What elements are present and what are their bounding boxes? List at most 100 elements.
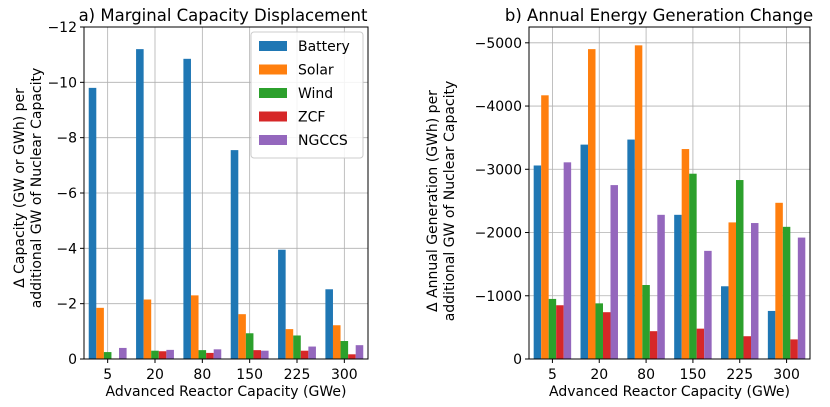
legend: Battery Solar Wind ZCF NGCCS bbox=[250, 31, 364, 159]
x-tick-label: 300 bbox=[331, 367, 358, 383]
x-axis-label: Advanced Reactor Capacity (GWe) bbox=[106, 384, 347, 400]
bar-wind-150 bbox=[689, 173, 697, 359]
x-tick-label: 225 bbox=[726, 367, 753, 383]
bar-solar-80 bbox=[190, 295, 199, 359]
bar-ngccs-20 bbox=[166, 349, 174, 359]
y-tick-label: −3000 bbox=[475, 162, 522, 178]
bar-solar-300 bbox=[775, 202, 783, 359]
bar-solar-20 bbox=[143, 299, 152, 359]
y-tick-label: −2 bbox=[56, 297, 77, 313]
bar-ngccs-5 bbox=[563, 162, 572, 359]
bar-wind-225 bbox=[293, 335, 301, 359]
bar-zcf-300 bbox=[348, 354, 356, 359]
bar-battery-20 bbox=[136, 49, 144, 359]
bar-ngccs-150 bbox=[704, 250, 712, 359]
bar-battery-20 bbox=[580, 144, 589, 359]
bar-battery-150 bbox=[230, 150, 239, 359]
legend-label-wind: Wind bbox=[298, 86, 333, 102]
x-tick-label: 20 bbox=[146, 367, 164, 383]
bar-wind-80 bbox=[642, 285, 650, 359]
bar-ngccs-80 bbox=[657, 214, 665, 359]
bar-solar-225 bbox=[728, 222, 736, 359]
legend-swatch-battery bbox=[259, 41, 287, 51]
axes-frame bbox=[528, 26, 811, 360]
legend-swatch-ngccs bbox=[259, 135, 287, 145]
bar-solar-20 bbox=[588, 49, 596, 359]
bar-ngccs-150 bbox=[261, 350, 269, 359]
bar-wind-150 bbox=[245, 333, 254, 359]
bar-ngccs-80 bbox=[213, 349, 222, 359]
bar-zcf-225 bbox=[300, 350, 309, 359]
x-tick-label: 80 bbox=[637, 367, 655, 383]
y-tick-label: −2000 bbox=[475, 226, 522, 242]
y-axis-label-line-2: additional GW of Nuclear Capacity bbox=[442, 81, 458, 322]
y-tick-label: −12 bbox=[47, 20, 77, 36]
bar-zcf-80 bbox=[206, 352, 214, 359]
y-tick-label: −8 bbox=[56, 131, 77, 147]
x-axis-label: Advanced Reactor Capacity (GWe) bbox=[549, 384, 790, 400]
bar-wind-5 bbox=[103, 352, 112, 359]
bar-zcf-20 bbox=[603, 312, 611, 359]
bar-ngccs-300 bbox=[355, 345, 364, 359]
bar-solar-5 bbox=[96, 307, 104, 359]
bar-battery-225 bbox=[278, 249, 286, 359]
legend-swatch-zcf bbox=[259, 111, 287, 122]
bar-wind-20 bbox=[595, 303, 603, 359]
bar-battery-150 bbox=[674, 214, 682, 359]
bar-wind-300 bbox=[782, 226, 791, 359]
x-tick-label: 300 bbox=[773, 367, 800, 383]
bar-battery-225 bbox=[721, 286, 729, 359]
y-tick-label: 0 bbox=[68, 352, 77, 368]
x-tick-label: 5 bbox=[548, 367, 557, 383]
bar-battery-5 bbox=[533, 165, 542, 359]
bar-ngccs-225 bbox=[750, 223, 759, 359]
chart-panel-b: 0 −1000 −2000 −3000 −4000 −5000 5 20 80 150 225 300… bbox=[425, 6, 813, 400]
bar-zcf-225 bbox=[743, 336, 751, 359]
legend-swatch-solar bbox=[259, 64, 287, 75]
legend-label-solar: Solar bbox=[298, 63, 334, 79]
y-tick-label: −1000 bbox=[475, 289, 522, 305]
y-axis-label-line-1: Δ Annual Generation (GWh) per bbox=[425, 90, 441, 312]
bar-solar-5 bbox=[541, 95, 549, 360]
bar-zcf-20 bbox=[158, 351, 167, 359]
legend-label-zcf: ZCF bbox=[298, 110, 325, 126]
y-tick-label: −4000 bbox=[475, 99, 522, 115]
bar-solar-150 bbox=[238, 314, 246, 359]
x-tick-label: 80 bbox=[193, 367, 211, 383]
bar-solar-150 bbox=[681, 149, 690, 359]
bar-wind-300 bbox=[340, 341, 349, 359]
legend-label-ngccs: NGCCS bbox=[298, 133, 348, 149]
y-tick-label: −5000 bbox=[475, 36, 522, 52]
bar-battery-80 bbox=[183, 58, 191, 359]
bar-solar-300 bbox=[332, 325, 341, 359]
y-tick-label: −4 bbox=[56, 241, 77, 257]
x-tick-label: 20 bbox=[590, 367, 608, 383]
bar-ngccs-20 bbox=[610, 185, 618, 359]
bar-battery-5 bbox=[88, 87, 97, 360]
bar-zcf-150 bbox=[253, 350, 262, 359]
bar-wind-225 bbox=[736, 180, 744, 359]
x-tick-label: 150 bbox=[680, 367, 707, 383]
y-axis-label-line-1: Δ Capacity (GW or GWh) per bbox=[12, 88, 28, 288]
bar-zcf-80 bbox=[649, 331, 658, 359]
bar-ngccs-300 bbox=[797, 237, 806, 359]
x-tick-label: 150 bbox=[236, 367, 263, 383]
legend-box bbox=[250, 31, 364, 159]
bar-ngccs-5 bbox=[119, 347, 127, 359]
chart-title: b) Annual Energy Generation Change bbox=[505, 6, 813, 25]
legend-label-battery: Battery bbox=[298, 39, 350, 55]
bar-solar-225 bbox=[285, 329, 294, 359]
bar-battery-300 bbox=[325, 289, 333, 359]
y-tick-label: −6 bbox=[56, 186, 77, 202]
bar-battery-300 bbox=[767, 310, 776, 359]
bar-zcf-300 bbox=[790, 339, 798, 359]
bar-zcf-5 bbox=[556, 305, 564, 359]
bar-ngccs-225 bbox=[308, 346, 316, 359]
x-tick-label: 5 bbox=[103, 367, 112, 383]
bar-wind-20 bbox=[151, 350, 159, 359]
legend-swatch-wind bbox=[259, 88, 287, 98]
y-tick-label: −10 bbox=[47, 75, 77, 91]
bar-wind-80 bbox=[198, 350, 207, 359]
chart-title: a) Marginal Capacity Displacement bbox=[79, 6, 368, 25]
